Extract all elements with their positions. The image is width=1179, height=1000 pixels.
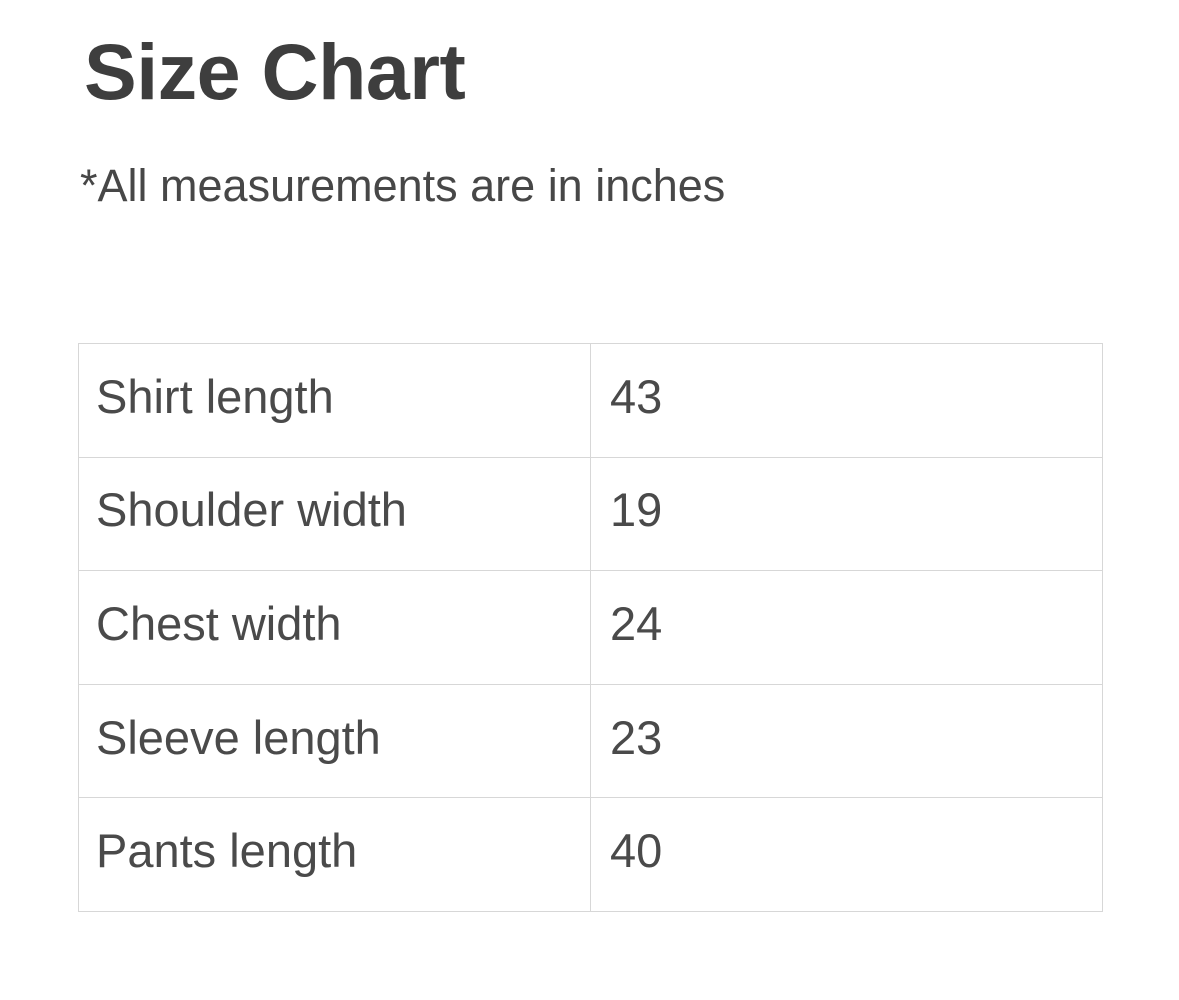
measurements-note: *All measurements are in inches — [80, 160, 726, 211]
page-title: Size Chart — [84, 27, 466, 116]
measurement-value-cell: 24 — [590, 570, 1103, 685]
measurement-label-cell: Pants length — [78, 797, 591, 912]
measurement-value-cell: 23 — [590, 683, 1103, 799]
measurement-value-cell: 43 — [590, 343, 1103, 458]
measurement-label-cell: Shoulder width — [78, 456, 591, 572]
table-row: Sleeve length 23 — [78, 683, 1103, 799]
measurement-value-cell: 40 — [590, 797, 1103, 912]
table-row: Shoulder width 19 — [78, 456, 1103, 572]
size-chart-table: Shirt length 43 Shoulder width 19 Chest … — [78, 343, 1103, 912]
measurement-label-cell: Shirt length — [78, 343, 591, 458]
measurement-label-cell: Chest width — [78, 570, 591, 685]
table-row: Pants length 40 — [78, 797, 1103, 912]
measurement-value-cell: 19 — [590, 456, 1103, 572]
table-row: Chest width 24 — [78, 570, 1103, 685]
measurement-label-cell: Sleeve length — [78, 683, 591, 799]
table-row: Shirt length 43 — [78, 343, 1103, 458]
